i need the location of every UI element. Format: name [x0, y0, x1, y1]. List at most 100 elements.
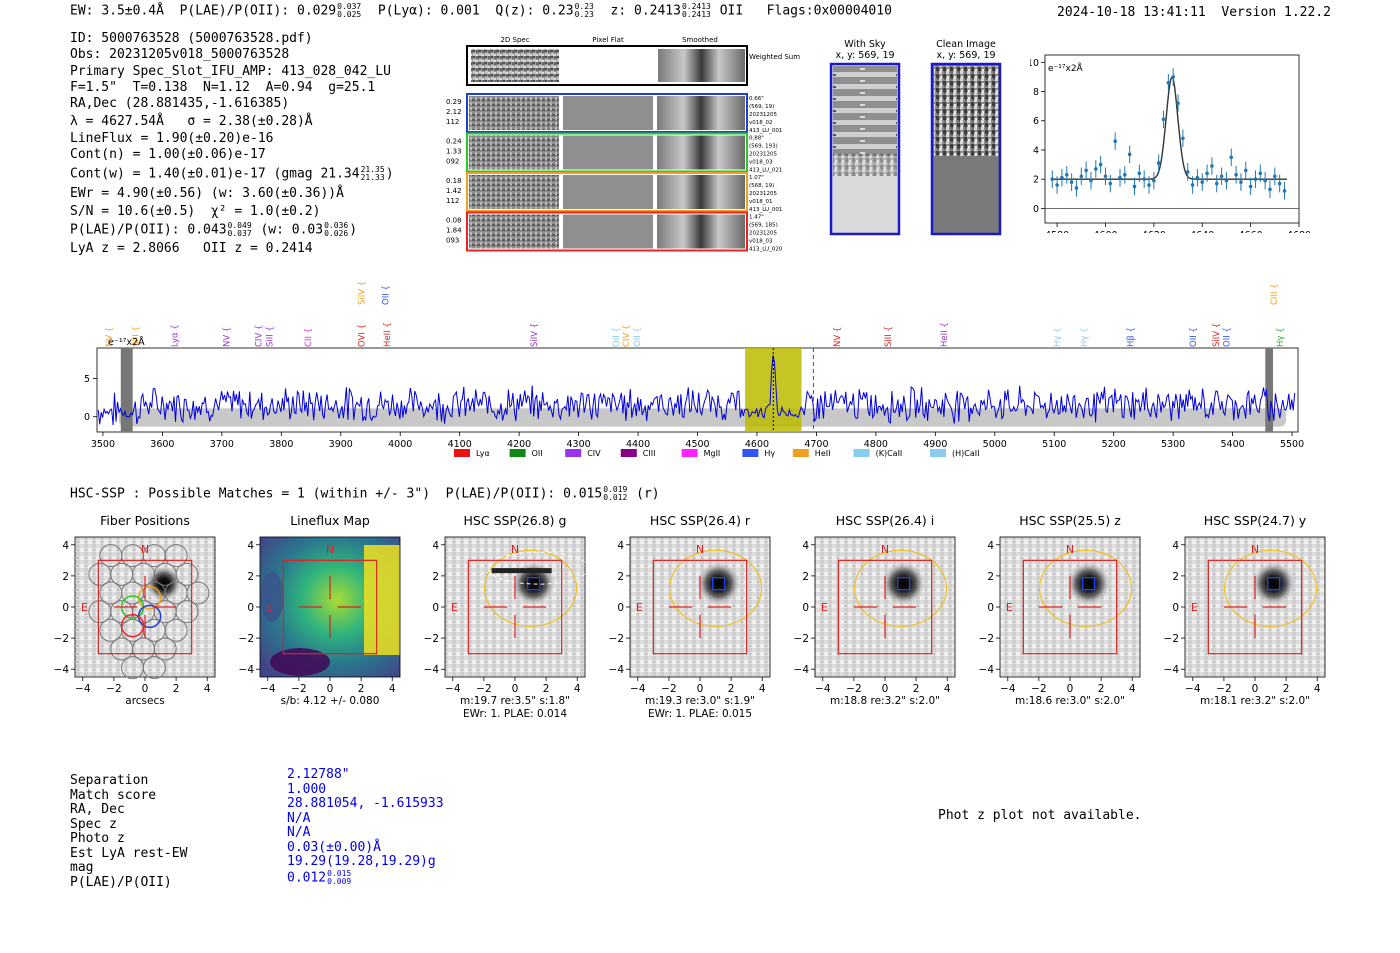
match-title: HSC-SSP : Possible Matches = 1 (within +…: [70, 485, 660, 502]
zoom-data-point: [1277, 174, 1282, 193]
fov-box: [652, 559, 748, 655]
zoom-data-point: [1268, 180, 1272, 199]
spectrum-xtick-label: 3900: [329, 439, 353, 450]
svg-text:Lyα {: Lyα {: [170, 324, 180, 347]
cutouts-panel: With Sky x, y: 569, 19 Clean Image x, y:…: [829, 39, 1002, 236]
zoom-data-point: [1210, 157, 1214, 175]
svg-text:NV {: NV {: [223, 327, 233, 347]
panel-xtick-label: 0: [512, 683, 519, 695]
panel-img: HSC SSP(24.7) y N E −4 −4 −2 −2 0 0 2 2 4 4 m:18.1 re…: [1164, 513, 1326, 707]
svg-text:OII {: OII {: [1223, 327, 1233, 347]
spec2d-row-right-value: v018_03: [749, 239, 773, 245]
value-plae: 0.012 0.015 0.009: [287, 868, 352, 886]
crosshair: [113, 575, 177, 639]
spec2d-row-left-value: 2.12: [446, 108, 462, 116]
panel-xtick-label: 4: [389, 683, 396, 695]
panel-xtick-label: −4: [445, 683, 461, 695]
spec2d-row-left-value: 1.33: [446, 148, 462, 156]
zoom-data-point: [1195, 168, 1200, 187]
header-right: 2024-10-18 13:41:11 Version 1.22.2: [1057, 5, 1331, 20]
image-panels: Fiber Positions N E −4 −4 −2 −2 0 0 2 2 4 4 arcsecs Li…: [54, 513, 1326, 720]
spectrum-ytick-label: 0: [84, 412, 90, 423]
plae-label: P(LAE)/P(OII):: [179, 3, 290, 19]
svg-text:(H)CaII: (H)CaII: [952, 449, 979, 458]
panel-ytick-label: 4: [247, 540, 254, 552]
spectrum-line-label: OII {: [1223, 327, 1233, 347]
panel-ytick-label: −4: [609, 664, 625, 676]
spectrum-xtick-label: 3800: [269, 439, 293, 450]
panel-ytick-label: −2: [1164, 633, 1179, 645]
svg-text:SiIV {: SiIV {: [358, 281, 368, 305]
panel-title: Fiber Positions: [100, 513, 190, 528]
match-table-labels: Separation Match score RA, Dec Spec z Ph…: [70, 773, 188, 890]
spec2d-row-left-value: 1.84: [446, 227, 462, 235]
zoom-ytick-label: 0: [1033, 204, 1039, 215]
east-label: E: [636, 601, 643, 614]
north-label: N: [1066, 543, 1074, 556]
spectrum-ytick-label: 5: [84, 374, 90, 385]
spectrum-line-label: OVI {: [358, 324, 368, 347]
spectrum-xtick-label: 3700: [210, 439, 234, 450]
svg-text:OII {: OII {: [1189, 327, 1199, 347]
zoom-data-point: [1161, 110, 1166, 129]
clean-title: Clean Image: [936, 39, 996, 50]
zoom-data-point: [1084, 161, 1088, 180]
panel-xtick-label: −2: [1216, 683, 1231, 695]
fiber-circle: [186, 581, 210, 605]
match-marker: [1082, 577, 1096, 591]
zoom-data-point: [1064, 166, 1069, 184]
info-obs: Obs: 20231205v018_5000763528: [70, 47, 290, 63]
zoom-plot-frame: [1044, 54, 1300, 224]
withsky-coords: x, y: 569, 19: [835, 50, 894, 61]
spec2d-panel: 2D Spec Pixel Flat Smoothed Weighted Sum…: [446, 36, 800, 253]
label-match-score: Match score: [70, 787, 157, 803]
east-label: E: [266, 601, 273, 614]
panel-xlabel: s/b: 4.12 +/- 0.080: [281, 695, 380, 707]
zoom-data-point: [1224, 171, 1229, 190]
label-spec-z: Spec z: [70, 816, 117, 832]
panel-xtick-label: 4: [574, 683, 581, 695]
label-plae: P(LAE)/P(OII): [70, 874, 172, 890]
north-label: N: [1251, 543, 1259, 556]
panel-xtick-label: 0: [1067, 683, 1074, 695]
aperture-ellipse: [853, 549, 948, 627]
zoom-ytick-label: 8: [1033, 87, 1039, 98]
panel-extra-label: EWr: 1. PLAE: 0.014: [463, 708, 567, 720]
panel-ytick-label: 4: [62, 540, 69, 552]
spectrum-xtick-label: 5300: [1161, 439, 1185, 450]
spec2d-row-left-value: 0.18: [446, 177, 462, 185]
info-sn: S/N = 10.6(±0.5) χ² = 1.0(±0.2): [70, 203, 321, 219]
info-fparams: F=1.5" T=0.138 N=1.12 A=0.94 g=25.1: [70, 79, 376, 95]
panel-ytick-label: −2: [794, 633, 809, 645]
value-photo-z: N/A: [287, 825, 311, 840]
panel-xtick-label: −4: [260, 683, 276, 695]
zoom-data-point: [1219, 167, 1224, 186]
label-lya-ew: Est LyA rest-EW: [70, 845, 188, 861]
panel-xtick-label: 2: [913, 683, 920, 695]
zoom-data-point: [1123, 166, 1127, 184]
spec2d-row-left-value: 112: [446, 118, 459, 126]
spectrum-line-label: SiIV {: [358, 281, 368, 305]
spectrum-xtick-label: 5400: [1221, 439, 1245, 450]
svg-text:OII: OII: [532, 449, 543, 458]
plya-label: P(Lyα):: [377, 3, 433, 19]
zoom-data-point: [1258, 164, 1263, 183]
z-label: z:: [610, 3, 627, 19]
panel-ytick-label: 4: [987, 540, 994, 552]
match-marker: [897, 577, 911, 591]
spectrum-unit-label: e⁻¹⁷x2Å: [108, 336, 145, 348]
panel-xtick-label: −2: [291, 683, 306, 695]
ew-value: 3.5±0.4Å: [101, 3, 164, 19]
q-range: 0.23 0.23: [574, 2, 594, 19]
svg-text:CIII: CIII: [643, 449, 656, 458]
zoom-data-point: [1098, 155, 1103, 174]
panel-ytick-label: 0: [247, 602, 254, 614]
spectrum-line-label: Hβ {: [1126, 327, 1136, 347]
panel-xtick-label: −4: [1185, 683, 1201, 695]
spectrum-line-label: OII {: [381, 285, 391, 305]
label-separation: Separation: [70, 773, 149, 788]
zoom-ytick-label: 2: [1033, 175, 1039, 186]
svg-text:HeII {: HeII {: [383, 322, 393, 347]
east-label: E: [1006, 601, 1013, 614]
